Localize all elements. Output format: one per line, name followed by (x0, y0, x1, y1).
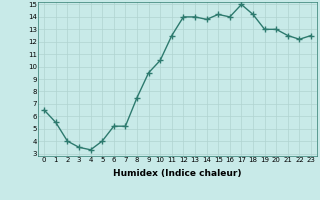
X-axis label: Humidex (Indice chaleur): Humidex (Indice chaleur) (113, 169, 242, 178)
